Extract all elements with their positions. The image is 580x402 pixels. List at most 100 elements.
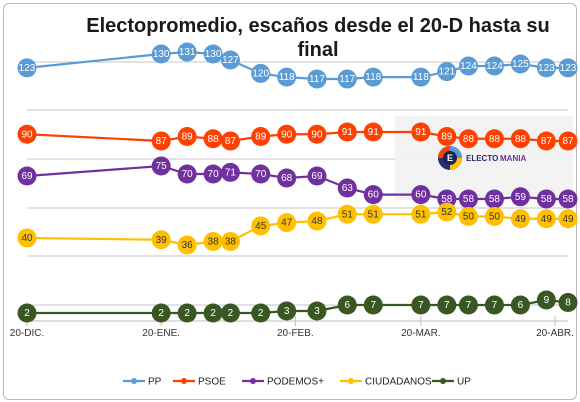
data-point [437,127,457,146]
data-label: 89 [255,132,267,143]
data-label: 7 [444,300,450,311]
data-point [251,303,271,323]
data-label: 70 [255,169,267,180]
data-label: 2 [258,308,264,319]
legend-label: PP [148,377,162,388]
data-label: 88 [515,134,527,145]
data-label: 7 [370,300,376,311]
data-point [363,185,383,205]
data-label: 89 [441,132,453,143]
legend-marker [250,378,256,384]
data-point [203,232,223,251]
data-label: 38 [208,237,220,248]
data-point [558,209,578,229]
data-point [17,166,37,186]
data-label: 91 [415,127,427,138]
data-label: 70 [208,169,220,180]
data-point [510,295,530,315]
data-point [203,129,223,149]
data-label: 3 [314,306,320,317]
data-point [151,156,171,176]
data-label: 70 [182,169,194,180]
data-label: 120 [252,68,269,79]
x-tick-label: 20-ABR. [536,328,574,339]
data-point [277,213,297,233]
data-point [17,124,37,144]
data-point [277,124,297,144]
data-point [484,295,504,315]
data-point [251,127,271,146]
data-point [151,230,171,250]
data-point [337,295,357,315]
data-point [151,303,171,323]
legend-label: CIUDADANOS [365,377,432,388]
data-label: 68 [281,173,293,184]
data-point [220,131,240,151]
data-label: 127 [222,55,239,66]
legend-label: PODEMOS+ [267,377,324,388]
data-label: 130 [153,49,170,60]
data-label: 38 [225,237,237,248]
legend-marker [440,378,446,384]
logo-text-mania: MANIA [500,154,526,163]
data-point [437,202,457,222]
logo-text-electo: ELECTO [466,154,498,163]
data-point [337,178,357,198]
data-point [411,185,431,205]
data-label: 49 [562,214,574,225]
data-point [177,235,197,255]
data-label: 75 [156,161,168,172]
data-label: 8 [565,298,571,309]
data-point [307,166,327,186]
data-label: 123 [19,63,36,74]
data-point [307,69,327,89]
data-label: 48 [311,216,323,227]
data-label: 58 [562,194,574,205]
data-label: 131 [179,47,196,58]
data-label: 130 [205,49,222,60]
data-label: 121 [438,67,455,78]
data-point [177,303,197,323]
data-label: 91 [342,127,354,138]
data-point [17,58,37,78]
data-point [203,164,223,184]
data-point [277,67,297,87]
data-point [220,162,240,182]
data-point [558,189,578,209]
data-label: 118 [413,72,429,83]
data-point [411,295,431,315]
data-label: 2 [158,308,164,319]
data-label: 71 [225,167,237,178]
data-label: 58 [441,194,453,205]
data-label: 118 [365,72,381,83]
data-label: 124 [460,61,477,72]
data-label: 7 [466,300,472,311]
chart-title-line-1: Electopromedio, escaños desde el 20-D ha… [86,15,550,37]
data-label: 90 [311,129,323,140]
data-label: 40 [21,233,33,244]
data-point [363,122,383,142]
data-point [203,44,223,64]
data-label: 87 [225,136,237,147]
chart-title-line-2: final [297,39,338,61]
data-point [484,56,504,76]
data-label: 87 [562,136,574,147]
data-label: 51 [415,209,427,220]
data-label: 117 [339,74,355,85]
data-label: 36 [182,240,194,251]
data-label: 117 [309,74,325,85]
data-label: 50 [463,212,475,223]
data-point [411,204,431,224]
data-point [536,189,556,209]
data-label: 123 [560,63,577,74]
data-point [510,54,530,74]
data-point [220,303,240,323]
data-point [437,295,457,315]
data-label: 90 [21,129,33,140]
data-point [177,127,197,146]
series-podemos: 69 75 70 70 71 70 68 69 63 60 60 58 58 58 59 58 58 [17,156,578,209]
series-ciudadanos: 40 39 36 38 38 45 47 48 51 51 51 52 50 50 49 49 49 [17,202,578,255]
data-label: 88 [208,134,220,145]
data-label: 58 [489,194,501,205]
data-point [337,204,357,224]
